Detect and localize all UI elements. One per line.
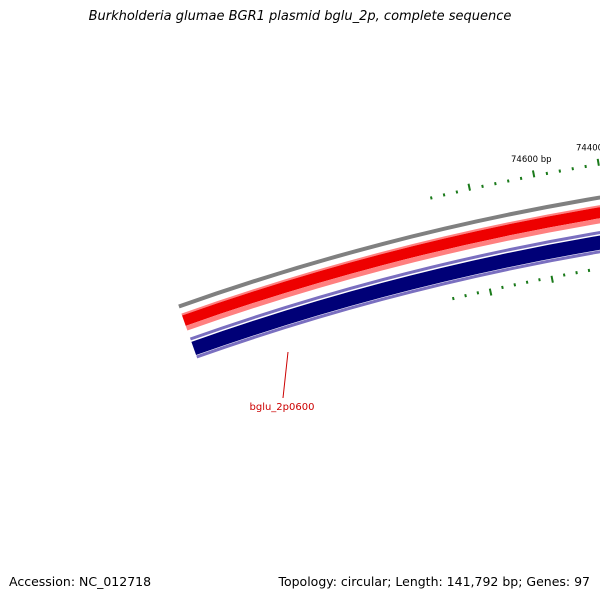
minor-tick (558, 169, 562, 173)
reverse-cds-ring (191, 235, 600, 356)
major-tick (467, 183, 471, 191)
gene-marker: bglu_2p0600 (250, 351, 315, 413)
accession-text: Accession: NC_012718 (9, 574, 152, 589)
gene-label[interactable]: bglu_2p0600 (250, 402, 315, 413)
topology-summary-text: Topology: circular; Length: 141,792 bp; … (278, 574, 590, 589)
forward-cds-ring (182, 207, 600, 326)
minor-tick (545, 171, 549, 176)
minor-tick (494, 181, 497, 186)
inner-minor-tick (501, 285, 504, 290)
outer-tick-marks (429, 158, 600, 200)
inner-tick-marks (451, 268, 591, 301)
inner-minor-tick (538, 278, 541, 282)
minor-tick (506, 179, 510, 183)
minor-tick (584, 164, 587, 169)
inner-minor-tick (451, 296, 455, 301)
minor-tick (455, 190, 459, 194)
reverse-cds-inner-edge (196, 250, 600, 359)
minor-tick (571, 167, 574, 171)
inner-minor-tick (562, 273, 566, 277)
major-tick (531, 170, 536, 178)
inner-minor-tick (587, 268, 591, 273)
inner-minor-tick (476, 291, 480, 295)
inner-minor-tick (525, 280, 529, 284)
inner-minor-tick (575, 271, 578, 275)
map-title: Burkholderia glumae BGR1 plasmid bglu_2p… (88, 9, 512, 24)
tick-label: 74600 bp (511, 155, 552, 165)
inner-minor-tick (513, 283, 517, 287)
forward-cds-outline (181, 205, 600, 316)
forward-cds-edge (185, 218, 600, 331)
minor-tick (481, 184, 484, 189)
tick-labels: 74600 bp74400 bp74200 bp74000 bp73800 bp… (511, 144, 600, 166)
outer-backbone-ring (178, 195, 600, 309)
minor-tick (442, 193, 446, 197)
minor-tick (429, 196, 433, 200)
tick-label: 74400 bp (576, 144, 600, 154)
inner-major-tick (550, 275, 554, 283)
major-tick (596, 158, 600, 166)
inner-major-tick (488, 288, 493, 296)
minor-tick (519, 176, 523, 181)
reverse-cds-outer-edge (189, 231, 600, 341)
sequence-rings (178, 195, 600, 359)
inner-minor-tick (464, 293, 467, 298)
gene-leader-line (282, 351, 289, 399)
